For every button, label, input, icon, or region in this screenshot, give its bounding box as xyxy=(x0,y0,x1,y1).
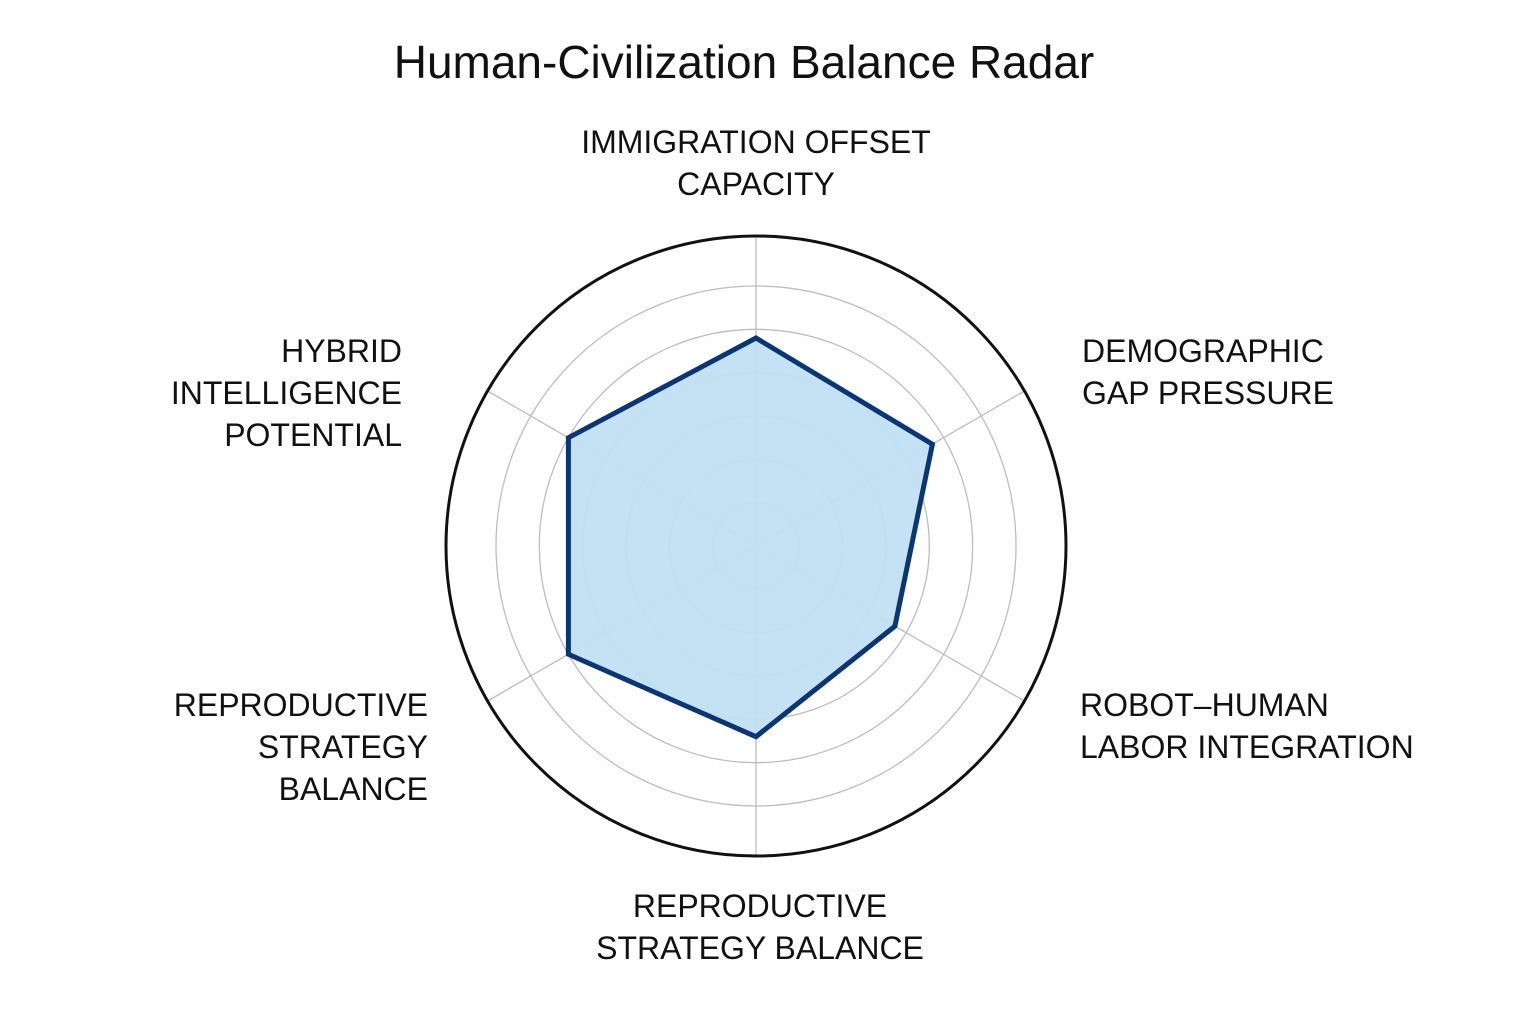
axis-label: HYBRID INTELLIGENCE POTENTIAL xyxy=(171,333,402,453)
axis-label-line: POTENTIAL xyxy=(224,417,402,453)
radar-data xyxy=(565,335,936,740)
axis-label: ROBOT–HUMAN LABOR INTEGRATION xyxy=(1080,687,1414,765)
axis-label-line: BALANCE xyxy=(279,771,428,807)
axis-label-line: GAP PRESSURE xyxy=(1082,375,1334,411)
axis-label-line: INTELLIGENCE xyxy=(171,375,402,411)
axis-label: REPRODUCTIVE STRATEGY BALANCE xyxy=(174,687,428,807)
axis-label-line: LABOR INTEGRATION xyxy=(1080,729,1414,765)
axis-label-line: STRATEGY BALANCE xyxy=(596,930,924,966)
axis-label-line: REPRODUCTIVE xyxy=(633,888,887,924)
axis-label-line: REPRODUCTIVE xyxy=(174,687,428,723)
outer-ring xyxy=(444,234,1068,858)
axis-labels: IMMIGRATION OFFSET CAPACITY DEMOGRAPHIC GAP… xyxy=(171,124,1414,966)
axis-label-line: STRATEGY xyxy=(258,729,428,765)
series-polygon xyxy=(565,335,936,740)
axis-label-line: CAPACITY xyxy=(677,166,835,202)
axis-label: IMMIGRATION OFFSET CAPACITY xyxy=(581,124,931,202)
chart-title: Human-Civilization Balance Radar xyxy=(394,36,1095,88)
axis-label: DEMOGRAPHIC GAP PRESSURE xyxy=(1082,333,1334,411)
axis-label-line: HYBRID xyxy=(281,333,402,369)
axis-label-line: DEMOGRAPHIC xyxy=(1082,333,1324,369)
axis-label-line: ROBOT–HUMAN xyxy=(1080,687,1329,723)
axis-label-line: IMMIGRATION OFFSET xyxy=(581,124,931,160)
axis-label: REPRODUCTIVE STRATEGY BALANCE xyxy=(596,888,924,966)
